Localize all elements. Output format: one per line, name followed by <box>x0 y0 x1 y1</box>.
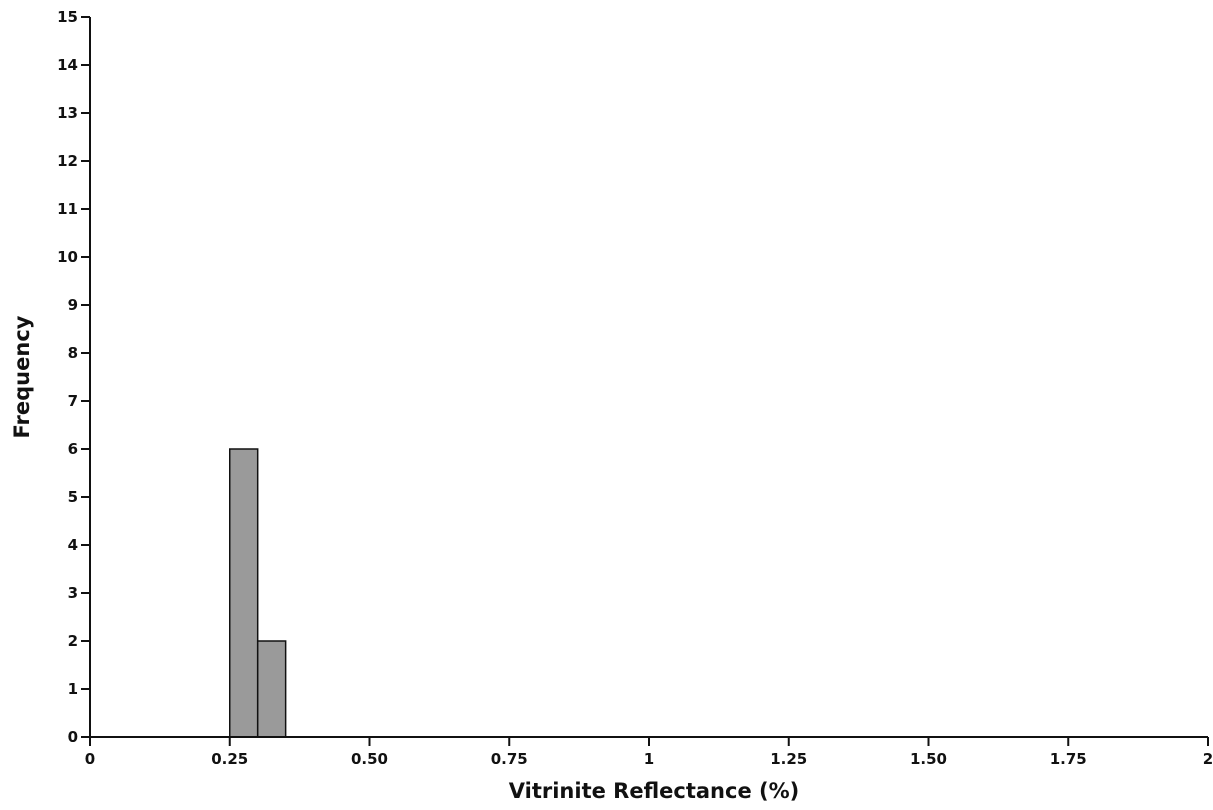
y-tick-label: 14 <box>57 56 78 74</box>
bar-0 <box>229 448 259 738</box>
x-tick-label: 1.50 <box>910 750 947 768</box>
y-tick-label: 6 <box>68 440 78 458</box>
bars-group <box>229 448 287 738</box>
y-tick-label: 8 <box>68 344 78 362</box>
y-tick-label: 10 <box>57 248 78 266</box>
y-tick-label: 3 <box>68 584 78 602</box>
y-tick-label: 11 <box>57 200 78 218</box>
y-tick-label: 15 <box>57 8 78 26</box>
x-tick-label: 0.50 <box>351 750 388 768</box>
y-tick-label: 13 <box>57 104 78 122</box>
bar-1 <box>256 640 287 738</box>
y-tick-label: 2 <box>68 632 78 650</box>
y-tick-label: 0 <box>68 728 78 746</box>
y-tick-label: 7 <box>68 392 78 410</box>
x-tick-label: 0 <box>85 750 95 768</box>
x-tick-label: 2 <box>1203 750 1213 768</box>
x-tick-label: 1 <box>644 750 654 768</box>
x-tick-label: 1.75 <box>1050 750 1087 768</box>
y-tick-label: 4 <box>68 536 78 554</box>
y-axis-title: Frequency <box>10 315 34 438</box>
x-axis-title: Vitrinite Reflectance (%) <box>509 779 799 803</box>
x-ticks-group: 0 0.25 0.50 0.75 1 1.25 1.50 1.75 2 <box>85 737 1213 768</box>
x-tick-label: 0.75 <box>491 750 528 768</box>
y-tick-label: 9 <box>68 296 78 314</box>
y-tick-label: 12 <box>57 152 78 170</box>
y-tick-label: 1 <box>68 680 78 698</box>
x-tick-label: 1.25 <box>770 750 807 768</box>
x-tick-label: 0.25 <box>211 750 248 768</box>
y-tick-label: 5 <box>68 488 78 506</box>
